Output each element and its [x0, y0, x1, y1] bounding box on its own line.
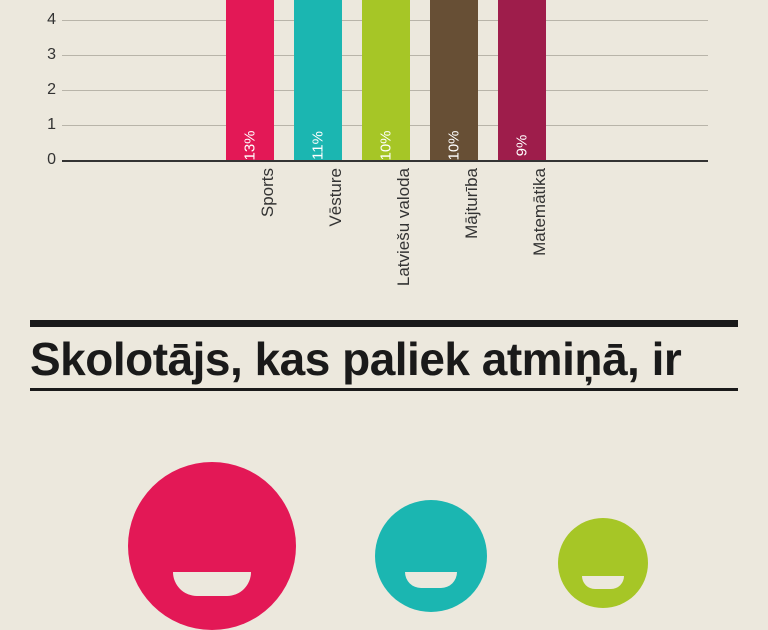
- section-divider-top: [30, 320, 738, 327]
- bar: 10%: [430, 0, 478, 160]
- bar: 9%: [498, 0, 546, 160]
- x-axis-label: Sports: [258, 168, 278, 217]
- y-tick-label: 4: [32, 11, 56, 29]
- x-axis-label: Vēsture: [326, 168, 346, 227]
- bar: 11%: [294, 0, 342, 160]
- bar: 13%: [226, 0, 274, 160]
- info-circle: [128, 462, 296, 630]
- section-divider-bottom: [30, 388, 738, 391]
- circle-mouth-icon: [405, 572, 457, 588]
- y-tick-label: 3: [32, 46, 56, 64]
- y-tick-label: 2: [32, 81, 56, 99]
- x-axis-label: Matemātika: [530, 168, 550, 256]
- y-tick-label: 1: [32, 116, 56, 134]
- bar-percent-label: 11%: [310, 131, 327, 160]
- section-title: Skolotājs, kas paliek atmiņā, ir: [30, 332, 681, 386]
- bar-percent-label: 10%: [378, 130, 395, 160]
- x-axis-label: Mājturība: [462, 168, 482, 239]
- circles-row: [30, 400, 738, 600]
- bar-percent-label: 13%: [242, 130, 259, 160]
- y-tick-label: 0: [32, 151, 56, 169]
- info-circle: [375, 500, 487, 612]
- circle-mouth-icon: [582, 576, 624, 589]
- bar-percent-label: 9%: [514, 135, 531, 157]
- bar-percent-label: 10%: [446, 130, 463, 160]
- bar: 10%: [362, 0, 410, 160]
- x-axis-label: Latviešu valoda: [394, 168, 414, 286]
- info-circle: [558, 518, 648, 608]
- bar-chart: 0123413%Sports11%Vēsture10%Latviešu valo…: [62, 0, 708, 160]
- circle-mouth-icon: [173, 572, 251, 596]
